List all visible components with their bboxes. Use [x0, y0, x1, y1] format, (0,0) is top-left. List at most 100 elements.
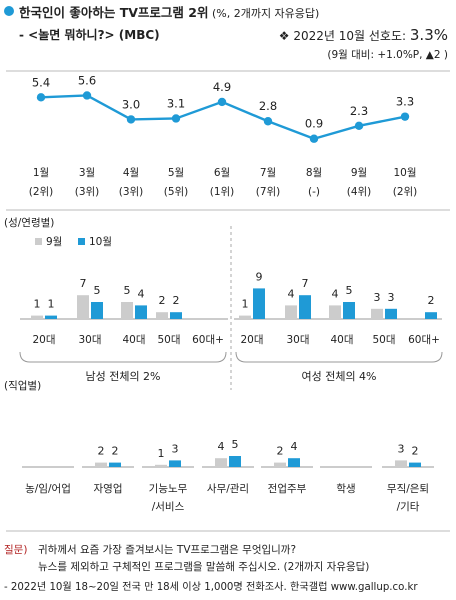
x-tick-label: 40대	[330, 334, 353, 346]
bar-9	[371, 308, 383, 319]
x-tick-label: 1월	[33, 167, 49, 179]
x-tick-label: 20대	[240, 334, 263, 346]
bar-value-label: 1	[48, 298, 55, 311]
legend-swatch-9	[35, 238, 42, 245]
bar-value-label: 9	[256, 270, 263, 283]
x-tick-label: 20대	[32, 334, 55, 346]
bar-10	[343, 302, 355, 319]
bar-10	[169, 460, 181, 467]
preference-summary: ❖ 2022년 10월 선호도: 3.3%	[278, 26, 448, 44]
line-point	[36, 93, 46, 102]
chart-title: 한국인이 좋아하는 TV프로그램 2위 (%, 2개까지 자유응답)	[19, 5, 320, 20]
rank-label: (3위)	[75, 185, 100, 198]
point-value-label: 2.3	[350, 104, 368, 118]
legend-label-10: 10월	[89, 236, 112, 248]
question-label: 질문)	[4, 544, 28, 556]
line-point	[171, 114, 181, 123]
bar-10	[385, 308, 397, 319]
bar-9	[395, 460, 407, 467]
bar-10	[45, 315, 57, 319]
x-tick-label: 8월	[306, 167, 322, 179]
preference-value: 3.3%	[409, 26, 448, 44]
question-text-1: 귀하께서 요즘 가장 즐겨보시는 TV프로그램은 무엇입니까?	[38, 544, 297, 556]
bar-9	[31, 315, 43, 319]
point-value-label: 3.1	[167, 96, 185, 110]
x-tick-label: 30대	[78, 334, 101, 346]
bar-value-label: 4	[332, 287, 339, 300]
bar-value-label: 2	[412, 445, 419, 458]
bar-9	[239, 315, 251, 319]
rank-label: (2위)	[29, 185, 54, 198]
bar-9	[77, 295, 89, 319]
bar-10	[229, 456, 241, 467]
x-tick-label: 50대	[372, 334, 395, 346]
x-tick-label: 기능노무	[149, 483, 188, 495]
point-value-label: 4.9	[213, 80, 231, 94]
bar-9	[121, 302, 133, 319]
bar-10	[253, 288, 265, 319]
group-label-male: 남성 전체의 2%	[85, 370, 160, 383]
bar-10	[109, 462, 121, 467]
bar-9	[156, 312, 168, 319]
line-point	[400, 112, 410, 121]
bar-value-label: 2	[173, 294, 180, 307]
bar-10	[135, 305, 147, 319]
x-tick-label: 30대	[286, 334, 309, 346]
x-tick-label: 사무/관리	[207, 483, 249, 495]
bar-value-label: 2	[159, 294, 166, 307]
line-point	[309, 134, 319, 143]
bar-10	[91, 302, 103, 319]
x-tick-label: 자영업	[94, 482, 123, 495]
title-bullet-icon	[4, 6, 14, 16]
bar-value-label: 5	[232, 438, 239, 451]
group-bracket-female	[235, 351, 443, 363]
legend-label-9: 9월	[46, 236, 62, 248]
point-value-label: 0.9	[305, 117, 323, 131]
section-label-occupation: (직업별)	[4, 379, 41, 392]
rank-label: (1위)	[210, 185, 235, 198]
x-tick-label: 60대+	[192, 334, 224, 346]
point-value-label: 3.0	[122, 97, 140, 111]
x-tick-label: 농/임/어업	[25, 482, 71, 495]
bar-value-label: 2	[98, 445, 105, 458]
x-tick-label: 전업주부	[268, 482, 307, 495]
change-note: (9월 대비: +1.0%P, ▲2 )	[327, 49, 448, 61]
group-label-female: 여성 전체의 4%	[301, 370, 376, 383]
bar-value-label: 4	[218, 440, 225, 453]
bar-value-label: 1	[34, 298, 41, 311]
source-note: - 2022년 10월 18~20일 전국 만 18세 이상 1,000명 전화…	[4, 582, 418, 593]
x-tick-label: 4월	[123, 167, 139, 179]
bar-10	[170, 312, 182, 319]
bar-value-label: 2	[428, 294, 435, 307]
bar-10	[425, 312, 437, 319]
rank-label: (5위)	[164, 185, 189, 198]
group-bracket-male	[19, 351, 227, 363]
bar-value-label: 4	[291, 440, 298, 453]
question-text-2: 뉴스를 제외하고 구체적인 프로그램을 말씀해 주십시오. (2개까지 자유응답…	[38, 561, 370, 573]
bar-value-label: 7	[80, 277, 87, 290]
bar-value-label: 3	[374, 291, 381, 304]
line-point	[354, 121, 364, 131]
line-point	[126, 115, 136, 124]
point-value-label: 5.4	[32, 75, 50, 89]
bar-value-label: 2	[112, 445, 119, 458]
line-point	[217, 97, 227, 107]
x-tick-label: 7월	[260, 167, 276, 179]
bar-value-label: 3	[398, 442, 405, 455]
x-tick-label: 40대	[122, 334, 145, 346]
x-tick-label: 무직/은퇴	[387, 483, 429, 495]
x-tick-label: 학생	[336, 483, 355, 495]
rank-label: (2위)	[393, 185, 418, 198]
x-tick-label: 9월	[351, 167, 367, 179]
bar-value-label: 5	[94, 284, 101, 297]
bar-value-label: 5	[346, 284, 353, 297]
bar-9	[95, 462, 107, 467]
x-tick-label: 3월	[79, 167, 95, 179]
bar-value-label: 4	[138, 287, 145, 300]
section-label-gender-age: (성/연령별)	[4, 217, 54, 229]
bar-value-label: 3	[172, 442, 179, 455]
line-point	[82, 91, 92, 100]
rank-label: (3위)	[119, 185, 144, 198]
bar-9	[274, 462, 286, 467]
